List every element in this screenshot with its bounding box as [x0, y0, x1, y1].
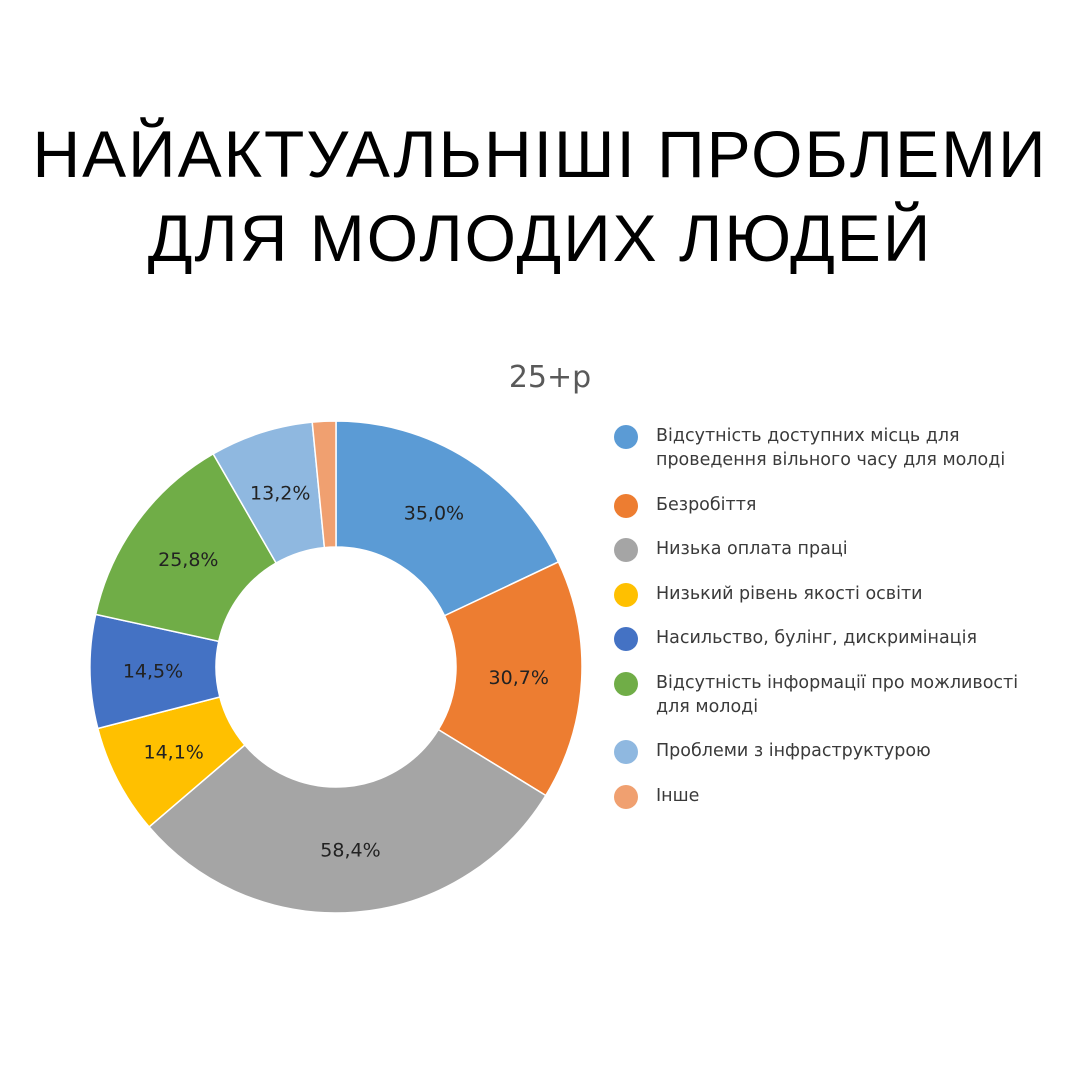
data-label: 14,1%	[144, 742, 204, 764]
data-label: 14,5%	[123, 660, 183, 682]
page-title: НАЙАКТУАЛЬНІШІ ПРОБЛЕМИ ДЛЯ МОЛОДИХ ЛЮДЕ…	[0, 112, 1080, 280]
data-label: 30,7%	[489, 667, 549, 689]
legend-label: Відсутність доступних місць для проведен…	[656, 426, 1006, 470]
legend-marker	[614, 425, 638, 449]
data-label: 35,0%	[404, 502, 464, 524]
data-label: 25,8%	[158, 549, 218, 571]
legend-marker	[614, 582, 638, 607]
legend-marker	[614, 538, 638, 562]
legend-item: Безробіття	[612, 493, 1052, 518]
legend-label: Низька оплата праці	[656, 539, 848, 559]
data-label: 58,4%	[320, 839, 380, 861]
legend-item: Низький рівень якості освіти	[612, 582, 1052, 607]
legend-marker	[614, 627, 638, 651]
title-line-1: НАЙАКТУАЛЬНІШІ ПРОБЛЕМИ	[32, 117, 1048, 191]
legend-marker	[614, 784, 638, 809]
donut-slice	[311, 420, 337, 549]
legend-label: Відсутність інформації про можливості дл…	[656, 672, 1019, 717]
legend-item: Низька оплата праці	[612, 537, 1052, 562]
donut-slice	[335, 420, 560, 617]
legend-marker	[614, 740, 638, 764]
legend-label: Інше	[656, 785, 700, 806]
title-line-2: ДЛЯ МОЛОДИХ ЛЮДЕЙ	[147, 201, 933, 275]
chart-title: 25+р	[508, 360, 592, 395]
legend-label: Проблеми з інфраструктурою	[656, 741, 931, 761]
legend-item: Насильство, булінг, дискримінація	[612, 626, 1052, 651]
legend-item: Відсутність інформації про можливості дл…	[612, 671, 1052, 719]
legend-label: Низький рівень якості освіти	[656, 583, 923, 604]
legend-label: Насильство, булінг, дискримінація	[656, 628, 977, 648]
data-label: 13,2%	[250, 483, 310, 505]
legend-marker	[614, 671, 638, 696]
chart-legend: Відсутність доступних місць для проведен…	[612, 424, 1052, 828]
legend-item: Відсутність доступних місць для проведен…	[612, 424, 1052, 472]
legend-item: Проблеми з інфраструктурою	[612, 739, 1052, 764]
legend-label: Безробіття	[656, 494, 757, 515]
legend-marker	[614, 493, 638, 518]
legend-item: Інше	[612, 784, 1052, 809]
donut-slice	[147, 728, 547, 914]
donut-slice	[437, 560, 583, 797]
donut-slice	[94, 452, 278, 643]
